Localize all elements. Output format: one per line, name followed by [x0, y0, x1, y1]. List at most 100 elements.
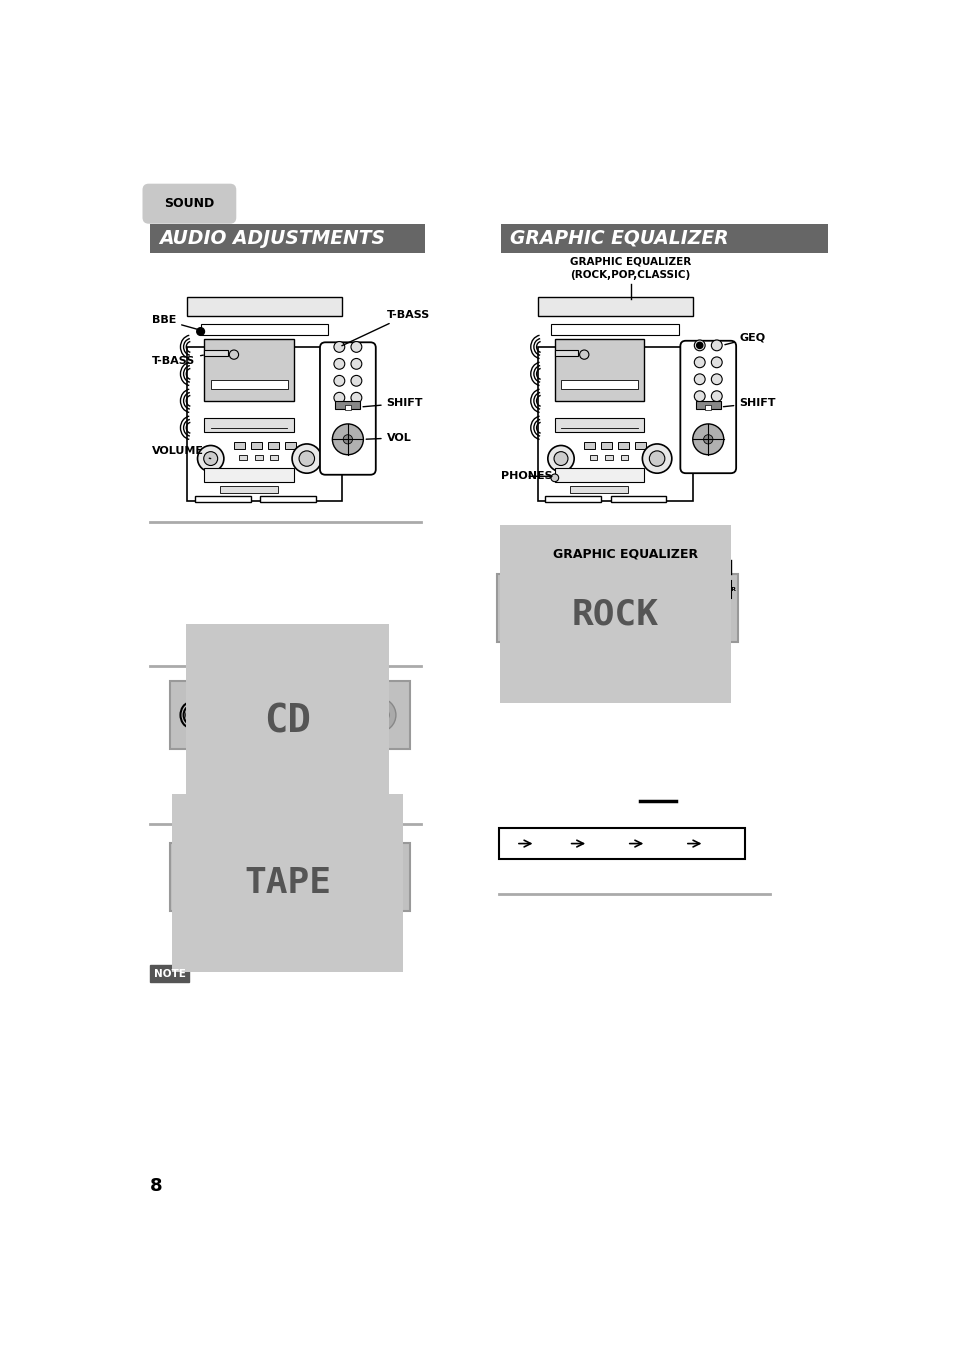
- Text: T-BASS: T-BASS: [218, 854, 248, 863]
- FancyBboxPatch shape: [142, 184, 236, 224]
- Text: BBE: BBE: [322, 692, 339, 701]
- Text: BBE: BBE: [639, 585, 657, 594]
- Circle shape: [547, 446, 574, 471]
- Bar: [239, 455, 247, 461]
- Bar: [200, 324, 328, 335]
- Circle shape: [343, 435, 353, 444]
- Text: GEQ: GEQ: [724, 332, 764, 345]
- Circle shape: [696, 598, 716, 617]
- Bar: [570, 485, 628, 493]
- Circle shape: [351, 376, 361, 386]
- Bar: [498, 828, 744, 859]
- Text: TAPE: TAPE: [244, 866, 331, 900]
- Circle shape: [579, 350, 588, 359]
- Bar: [560, 380, 638, 389]
- Bar: [555, 467, 643, 482]
- Text: GRAPHIC EQUALIZER
(ROCK,POP,CLASSIC): GRAPHIC EQUALIZER (ROCK,POP,CLASSIC): [570, 257, 691, 280]
- Circle shape: [692, 424, 723, 455]
- Bar: [187, 347, 342, 501]
- Circle shape: [351, 342, 361, 353]
- Bar: [589, 455, 597, 461]
- Circle shape: [694, 340, 704, 351]
- Bar: [233, 442, 245, 450]
- Circle shape: [696, 342, 702, 349]
- Bar: [537, 347, 692, 501]
- Bar: [170, 843, 410, 911]
- FancyBboxPatch shape: [679, 340, 736, 473]
- Circle shape: [550, 474, 558, 482]
- Bar: [604, 455, 612, 461]
- Circle shape: [292, 444, 321, 473]
- Bar: [583, 442, 595, 450]
- Bar: [204, 350, 228, 357]
- Circle shape: [711, 390, 721, 401]
- Circle shape: [649, 451, 664, 466]
- Text: BBE: BBE: [337, 854, 355, 863]
- Bar: [270, 455, 278, 461]
- Text: T-BASS: T-BASS: [341, 309, 430, 346]
- Bar: [667, 581, 731, 598]
- Text: VOL: VOL: [366, 432, 411, 443]
- Circle shape: [351, 392, 361, 403]
- Text: ROCK: ROCK: [571, 597, 659, 631]
- Bar: [695, 401, 720, 408]
- Bar: [555, 417, 643, 431]
- Text: AUDIO ADJUSTMENTS: AUDIO ADJUSTMENTS: [159, 228, 385, 247]
- Circle shape: [298, 451, 314, 466]
- Circle shape: [334, 376, 344, 386]
- Text: BBE: BBE: [152, 315, 197, 330]
- Bar: [620, 455, 628, 461]
- Circle shape: [694, 390, 704, 401]
- Bar: [335, 401, 360, 408]
- Bar: [537, 297, 692, 316]
- Circle shape: [369, 867, 389, 886]
- Bar: [497, 574, 737, 642]
- Bar: [500, 224, 827, 253]
- Bar: [150, 965, 189, 982]
- Circle shape: [689, 590, 723, 626]
- Bar: [254, 455, 262, 461]
- Circle shape: [196, 328, 204, 335]
- Bar: [610, 496, 666, 503]
- Bar: [150, 224, 425, 253]
- Text: SOUND: SOUND: [164, 197, 213, 211]
- Text: T-BASS: T-BASS: [218, 692, 248, 701]
- Bar: [550, 324, 679, 335]
- Text: GRAPHIC EQUALIZER: GRAPHIC EQUALIZER: [509, 228, 728, 247]
- Bar: [704, 405, 711, 411]
- Circle shape: [332, 424, 363, 455]
- Bar: [334, 867, 356, 881]
- Bar: [212, 688, 253, 705]
- Text: PHONES: PHONES: [500, 471, 552, 481]
- Bar: [211, 380, 288, 389]
- Circle shape: [204, 451, 217, 466]
- Text: VOLUME: VOLUME: [152, 446, 211, 458]
- Bar: [555, 350, 578, 357]
- Bar: [331, 850, 361, 867]
- Bar: [555, 339, 643, 401]
- FancyBboxPatch shape: [319, 342, 375, 474]
- Bar: [260, 496, 315, 503]
- Text: CD: CD: [264, 703, 311, 740]
- Bar: [204, 467, 294, 482]
- Circle shape: [334, 358, 344, 369]
- Text: SHIFT: SHIFT: [722, 399, 775, 408]
- Circle shape: [711, 340, 721, 351]
- Bar: [204, 339, 294, 401]
- Circle shape: [711, 374, 721, 385]
- Text: T-BASS: T-BASS: [152, 355, 203, 366]
- Text: GRAPHIC EQUALIZER: GRAPHIC EQUALIZER: [552, 547, 698, 561]
- Bar: [545, 496, 600, 503]
- Circle shape: [334, 392, 344, 403]
- Circle shape: [703, 435, 712, 444]
- Bar: [204, 417, 294, 431]
- Bar: [635, 442, 645, 450]
- Bar: [170, 681, 410, 748]
- Bar: [220, 705, 240, 720]
- Bar: [344, 405, 351, 411]
- Circle shape: [229, 350, 238, 359]
- Text: 8: 8: [150, 1177, 163, 1196]
- Circle shape: [351, 358, 361, 369]
- Circle shape: [369, 705, 389, 725]
- Text: GRAPHIC EQUALIZER: GRAPHIC EQUALIZER: [662, 586, 736, 592]
